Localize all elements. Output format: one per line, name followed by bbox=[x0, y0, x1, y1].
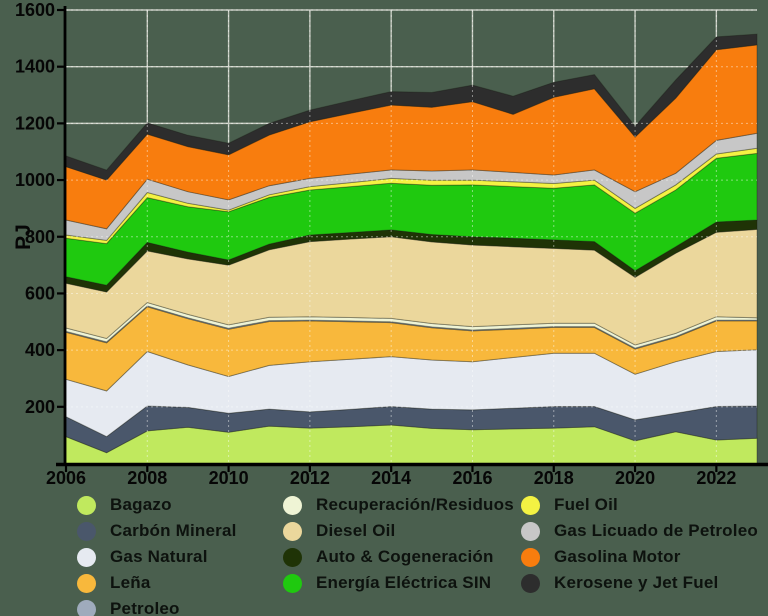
legend-column-1: Bagazo Carbón Mineral Gas Natural Leña Petro… bbox=[77, 492, 237, 616]
legend-swatch-gasolina-motor bbox=[521, 547, 540, 567]
x-tick-label: 2006 bbox=[46, 468, 86, 488]
x-tick-label: 2012 bbox=[290, 468, 330, 488]
legend-item-petroleo[interactable]: Petroleo bbox=[77, 596, 237, 616]
legend-label-diesel-oil: Diesel Oil bbox=[316, 521, 396, 540]
legend-label-lena: Leña bbox=[110, 573, 151, 592]
legend-swatch-kerosene-y-jet-fuel bbox=[521, 573, 540, 593]
legend-item-carbon-mineral[interactable]: Carbón Mineral bbox=[77, 518, 237, 544]
legend-item-fuel-oil[interactable]: Fuel Oil bbox=[521, 492, 758, 518]
legend-item-gasolina-motor[interactable]: Gasolina Motor bbox=[521, 544, 758, 570]
legend-label-energia-electrica-sin: Energía Eléctrica SIN bbox=[316, 573, 492, 592]
legend-swatch-recuperacion-residuos bbox=[283, 495, 302, 515]
legend-item-gas-licuado-de-petroleo[interactable]: Gas Licuado de Petroleo bbox=[521, 518, 758, 544]
legend-swatch-gas-licuado-de-petroleo bbox=[521, 521, 540, 541]
legend-swatch-gas-natural bbox=[77, 547, 96, 567]
legend-swatch-fuel-oil bbox=[521, 495, 540, 515]
legend-item-auto-cogeneracion[interactable]: Auto & Cogeneración bbox=[283, 544, 514, 570]
legend-item-kerosene-y-jet-fuel[interactable]: Kerosene y Jet Fuel bbox=[521, 570, 758, 596]
legend-swatch-lena bbox=[77, 573, 96, 593]
legend-label-carbon-mineral: Carbón Mineral bbox=[110, 521, 237, 540]
y-tick-label: 1400 bbox=[15, 57, 55, 77]
y-tick-label: 200 bbox=[25, 397, 55, 417]
legend-label-auto-cogeneracion: Auto & Cogeneración bbox=[316, 547, 494, 566]
legend-label-recuperacion-residuos: Recuperación/Residuos bbox=[316, 495, 514, 514]
stacked-area-chart: 200 400 600 800 1000 1200 1400 1600 2006 2008 2010… bbox=[12, 0, 768, 488]
legend-column-3: Fuel Oil Gas Licuado de Petroleo Gasolina … bbox=[521, 492, 758, 596]
x-tick-label: 2016 bbox=[452, 468, 492, 488]
legend-label-petroleo: Petroleo bbox=[110, 599, 180, 616]
legend-swatch-auto-cogeneracion bbox=[283, 547, 302, 567]
legend-label-gas-licuado-de-petroleo: Gas Licuado de Petroleo bbox=[554, 521, 758, 540]
legend-swatch-energia-electrica-sin bbox=[283, 573, 302, 593]
chart-legend: Bagazo Carbón Mineral Gas Natural Leña Petro… bbox=[0, 492, 768, 616]
y-axis-title: PJ bbox=[12, 224, 35, 250]
legend-swatch-petroleo bbox=[77, 599, 96, 616]
y-tick-label: 1600 bbox=[15, 0, 55, 20]
x-tick-label: 2014 bbox=[371, 468, 411, 488]
y-tick-label: 1000 bbox=[15, 170, 55, 190]
area-kerosene-y-jet-fuel bbox=[65, 33, 758, 181]
legend-label-gas-natural: Gas Natural bbox=[110, 547, 208, 566]
legend-label-gasolina-motor: Gasolina Motor bbox=[554, 547, 681, 566]
y-tick-label: 800 bbox=[25, 227, 55, 247]
legend-item-bagazo[interactable]: Bagazo bbox=[77, 492, 237, 518]
legend-item-lena[interactable]: Leña bbox=[77, 570, 237, 596]
x-tick-label: 2022 bbox=[696, 468, 736, 488]
legend-item-energia-electrica-sin[interactable]: Energía Eléctrica SIN bbox=[283, 570, 514, 596]
x-tick-label: 2020 bbox=[615, 468, 655, 488]
y-tick-label: 1200 bbox=[15, 113, 55, 133]
legend-item-recuperacion-residuos[interactable]: Recuperación/Residuos bbox=[283, 492, 514, 518]
x-tick-label: 2010 bbox=[209, 468, 249, 488]
legend-swatch-diesel-oil bbox=[283, 521, 302, 541]
x-tick-label: 2018 bbox=[534, 468, 574, 488]
legend-swatch-carbon-mineral bbox=[77, 521, 96, 541]
legend-label-fuel-oil: Fuel Oil bbox=[554, 495, 618, 514]
x-tick-label: 2008 bbox=[127, 468, 167, 488]
legend-item-diesel-oil[interactable]: Diesel Oil bbox=[283, 518, 514, 544]
legend-label-bagazo: Bagazo bbox=[110, 495, 172, 514]
legend-column-2: Recuperación/Residuos Diesel Oil Auto & Co… bbox=[283, 492, 514, 596]
legend-swatch-bagazo bbox=[77, 495, 96, 515]
y-tick-label: 600 bbox=[25, 283, 55, 303]
y-tick-label: 400 bbox=[25, 340, 55, 360]
legend-item-gas-natural[interactable]: Gas Natural bbox=[77, 544, 237, 570]
legend-label-kerosene-y-jet-fuel: Kerosene y Jet Fuel bbox=[554, 573, 719, 592]
